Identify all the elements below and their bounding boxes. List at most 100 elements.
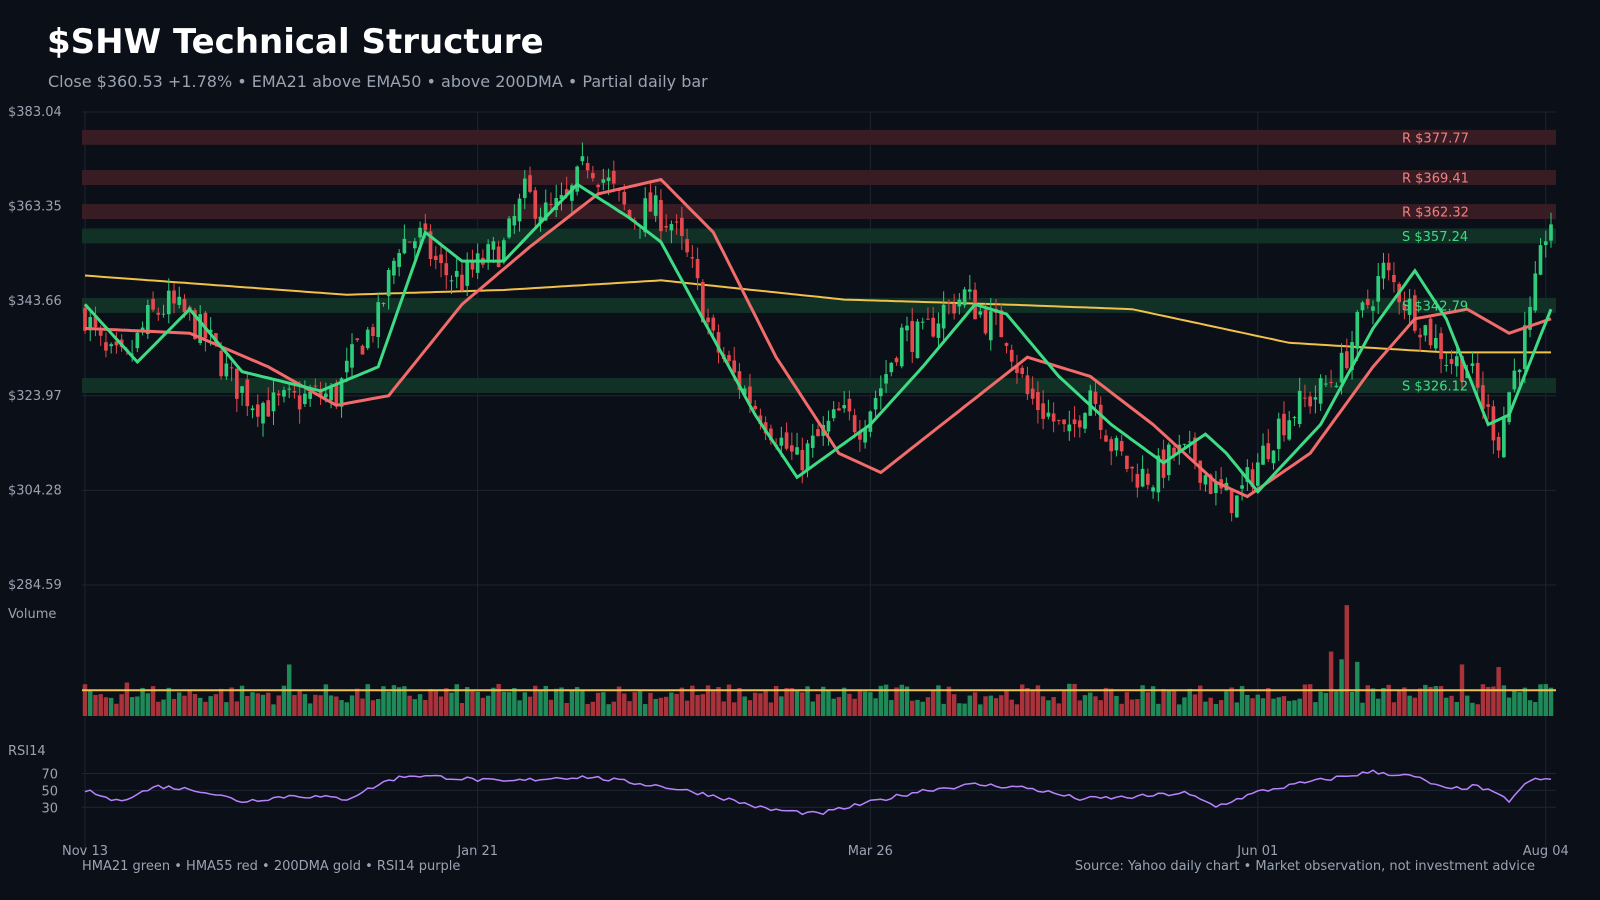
candle-body <box>1140 468 1145 487</box>
volume-bar <box>1355 661 1360 716</box>
candle-body <box>1088 390 1093 416</box>
candle-body <box>926 318 930 320</box>
volume-bar <box>925 697 931 716</box>
volume-bar <box>82 684 88 716</box>
volume-bar <box>1082 695 1088 716</box>
volume-bar <box>1266 688 1271 716</box>
candle-body <box>826 420 831 432</box>
volume-bar <box>124 682 130 716</box>
volume-bar <box>1135 699 1140 716</box>
volume-bar <box>1360 702 1365 716</box>
candle-body <box>386 270 391 297</box>
candle-body <box>732 360 737 373</box>
candle-body <box>789 445 794 452</box>
candle-body <box>381 303 386 305</box>
candle-body <box>868 411 873 432</box>
volume-bar <box>1307 684 1313 716</box>
y-tick-label: $323.97 <box>8 389 62 404</box>
candle-body <box>1522 325 1527 370</box>
candle-body <box>758 415 763 425</box>
volume-bar <box>1543 684 1548 716</box>
volume-bar <box>1428 686 1433 716</box>
volume-bar <box>475 691 480 716</box>
candle-body <box>512 216 517 226</box>
candle-body <box>1276 418 1281 449</box>
candle-body <box>371 327 375 337</box>
y-tick-label: $343.66 <box>8 294 62 309</box>
x-tick-label: Mar 26 <box>848 844 893 859</box>
candle-body <box>779 437 784 446</box>
volume-bar <box>1328 651 1334 716</box>
volume-bar <box>737 687 742 716</box>
volume-bar <box>334 696 339 716</box>
candles-layer <box>83 142 1553 522</box>
candle-body <box>847 398 852 412</box>
candle-body <box>308 391 312 399</box>
volume-bar <box>239 685 245 716</box>
candle-body <box>800 449 805 471</box>
volume-bar <box>595 692 601 716</box>
candle-body <box>507 218 511 238</box>
volume-bar <box>1438 686 1444 716</box>
volume-bar <box>731 702 737 716</box>
candle-body <box>585 163 590 171</box>
candle-body <box>1009 349 1014 362</box>
volume-bar <box>1061 689 1067 716</box>
candle-body <box>1313 397 1318 400</box>
volume-bar <box>815 694 821 716</box>
candle-body <box>1507 392 1511 423</box>
candle-body <box>737 371 742 390</box>
candle-body <box>276 393 281 396</box>
volume-bar <box>1114 695 1119 716</box>
volume-bar <box>1396 689 1402 716</box>
volume-bar <box>407 695 412 716</box>
candle-body <box>1392 274 1396 283</box>
price-levels <box>82 129 1556 393</box>
candle-body <box>816 429 820 437</box>
candle-body <box>271 392 276 412</box>
candle-body <box>1502 416 1506 458</box>
volume-bar <box>1302 684 1308 716</box>
candle-body <box>1041 403 1045 419</box>
volume-bar <box>601 692 606 716</box>
rsi-line <box>84 769 1552 816</box>
candle-body <box>1146 473 1150 485</box>
y-tick-label: $304.28 <box>8 483 62 498</box>
volume-bar <box>951 694 957 716</box>
volume-bar <box>1171 689 1177 716</box>
volume-bar <box>711 691 716 716</box>
candle-body <box>1444 364 1449 366</box>
volume-bar <box>585 704 590 716</box>
volume-bar <box>700 694 706 716</box>
candle-body <box>591 172 595 179</box>
volume-bar <box>847 693 852 716</box>
volume-bar <box>826 689 831 716</box>
volume-bar <box>805 686 810 716</box>
volume-bar <box>449 692 454 716</box>
candle-body <box>611 170 616 184</box>
volume-bar <box>1245 694 1250 716</box>
candle-body <box>250 408 255 411</box>
volume-bar <box>553 688 559 716</box>
candle-body <box>983 309 988 334</box>
volume-bar <box>1145 692 1151 716</box>
candle-body <box>1214 482 1218 494</box>
candle-body <box>376 302 381 338</box>
volume-bar <box>318 695 323 716</box>
candle-body <box>716 332 721 353</box>
candle-body <box>837 408 841 411</box>
resistance-zone <box>82 129 1556 145</box>
candle-body <box>763 422 768 434</box>
candle-body <box>1098 404 1103 430</box>
candle-body <box>1255 462 1260 486</box>
volume-bar <box>533 685 538 716</box>
volume-bar <box>883 684 889 716</box>
support-zone <box>82 228 1556 244</box>
candle-body <box>659 200 663 232</box>
candle-body <box>1318 378 1323 404</box>
volume-bar <box>1161 688 1166 716</box>
candle-body <box>1109 439 1114 452</box>
candle-body <box>418 227 422 238</box>
candle-body <box>449 280 454 282</box>
volume-bar <box>1218 700 1224 716</box>
